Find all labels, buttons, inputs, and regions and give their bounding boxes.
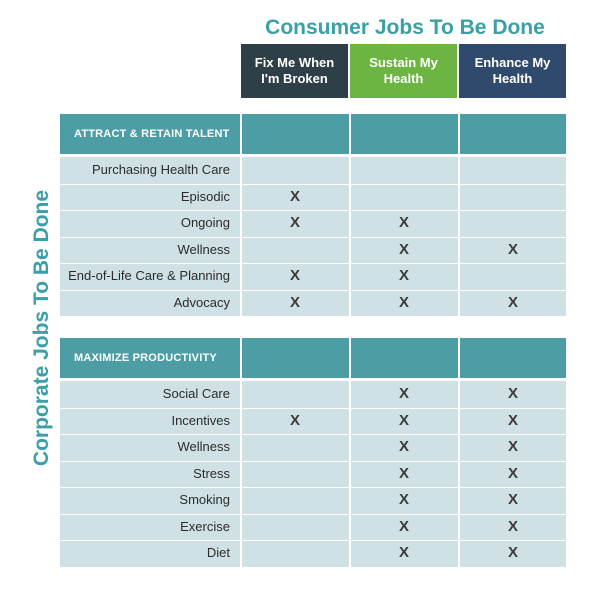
table-row: Wellness X X (60, 237, 566, 263)
consumer-jobs-title: Consumer Jobs To Be Done (265, 16, 545, 39)
check-mark: X (507, 491, 518, 508)
column-divider (349, 381, 351, 567)
column-divider (458, 381, 460, 567)
check-mark (459, 263, 567, 289)
table-row: Purchasing Health Care (60, 157, 566, 183)
row-divider (60, 183, 566, 185)
row-label: Advocacy (173, 294, 230, 310)
check-mark: X (398, 544, 409, 561)
section-label: MAXIMIZE PRODUCTIVITY (74, 352, 217, 364)
check-mark: X (398, 267, 409, 284)
row-divider (60, 540, 566, 541)
check-mark: X (507, 464, 518, 482)
row-label: Stress (193, 465, 230, 481)
row-label: Episodic (180, 188, 230, 204)
check-mark (241, 461, 349, 487)
row-label: Social Care (162, 386, 230, 401)
row-divider (60, 513, 566, 515)
column-header-3: Enhance My Health (459, 44, 566, 98)
check-mark (350, 184, 458, 210)
section-label: ATTRACT & RETAIN TALENT (74, 128, 230, 140)
section-header: ATTRACT & RETAIN TALENT (60, 114, 566, 154)
check-mark: X (398, 240, 409, 258)
check-mark (459, 157, 567, 183)
column-header-2: Sustain My Health (350, 44, 457, 98)
check-mark: X (398, 491, 409, 508)
table-row: Wellness X X (60, 434, 566, 460)
check-mark (241, 540, 349, 566)
table-row: Stress X X (60, 461, 566, 487)
check-mark (241, 381, 349, 407)
section-header: MAXIMIZE PRODUCTIVITY (60, 338, 566, 378)
row-divider (60, 487, 566, 488)
check-mark: X (398, 438, 409, 455)
check-mark (350, 157, 458, 183)
column-header-label: Fix Me When I'm Broken (254, 55, 335, 86)
check-mark: X (507, 517, 518, 535)
check-mark: X (398, 385, 409, 402)
row-label: Smoking (179, 492, 230, 507)
row-divider (60, 263, 566, 264)
check-mark: X (289, 187, 300, 205)
table-row: Ongoing X X (60, 210, 566, 236)
table-row: Diet X X (60, 540, 566, 566)
column-header-1: Fix Me When I'm Broken (241, 44, 348, 98)
check-mark (241, 237, 349, 263)
row-label: End-of-Life Care & Planning (68, 268, 230, 283)
table-row: Social Care X X (60, 381, 566, 407)
row-label: Incentives (171, 412, 230, 428)
row-label: Ongoing (180, 215, 230, 230)
check-mark (459, 210, 567, 236)
table-row: Episodic X (60, 184, 566, 210)
corporate-jobs-title: Corporate Jobs To Be Done (30, 189, 53, 467)
check-mark: X (507, 544, 518, 561)
check-mark: X (507, 411, 518, 429)
check-mark (241, 434, 349, 460)
column-header-label: Sustain My Health (369, 55, 438, 86)
column-header-label: Enhance My Health (474, 55, 551, 86)
check-mark: X (289, 214, 300, 231)
check-mark: X (398, 517, 409, 535)
check-mark: X (507, 293, 518, 311)
check-mark: X (398, 464, 409, 482)
row-label: Wellness (177, 241, 230, 257)
row-label: Wellness (177, 439, 230, 454)
section-divider (240, 114, 242, 154)
check-mark (241, 157, 349, 183)
check-mark: X (507, 438, 518, 455)
check-mark: X (398, 293, 409, 311)
section-divider (458, 114, 460, 154)
check-mark: X (507, 385, 518, 402)
row-label: Purchasing Health Care (91, 162, 230, 177)
section-divider (349, 338, 351, 378)
check-mark: X (289, 411, 300, 429)
row-divider (60, 236, 566, 238)
check-mark (459, 184, 567, 210)
row-divider (60, 210, 566, 211)
section-grid: Social Care X X Incentives X X X Wellness X X Stre… (60, 381, 566, 567)
section-divider (458, 338, 460, 378)
column-divider (240, 381, 242, 567)
check-mark (241, 514, 349, 540)
check-mark: X (507, 240, 518, 258)
row-divider (60, 434, 566, 435)
section-grid: Purchasing Health Care Episodic X Ongoing X X… (60, 157, 566, 316)
table-row: Exercise X X (60, 514, 566, 540)
table-row: End-of-Life Care & Planning X X (60, 263, 566, 289)
row-divider (60, 407, 566, 409)
row-label: Exercise (180, 518, 230, 534)
table-row: Smoking X X (60, 487, 566, 513)
row-divider (60, 289, 566, 291)
check-mark: X (289, 267, 300, 284)
check-mark: X (398, 411, 409, 429)
row-divider (60, 460, 566, 462)
section-divider (240, 338, 242, 378)
check-mark: X (289, 293, 300, 311)
table-row: Advocacy X X X (60, 290, 566, 316)
table-row: Incentives X X X (60, 408, 566, 434)
check-mark (241, 487, 349, 513)
section-divider (349, 114, 351, 154)
row-label: Diet (206, 545, 230, 560)
check-mark: X (398, 214, 409, 231)
